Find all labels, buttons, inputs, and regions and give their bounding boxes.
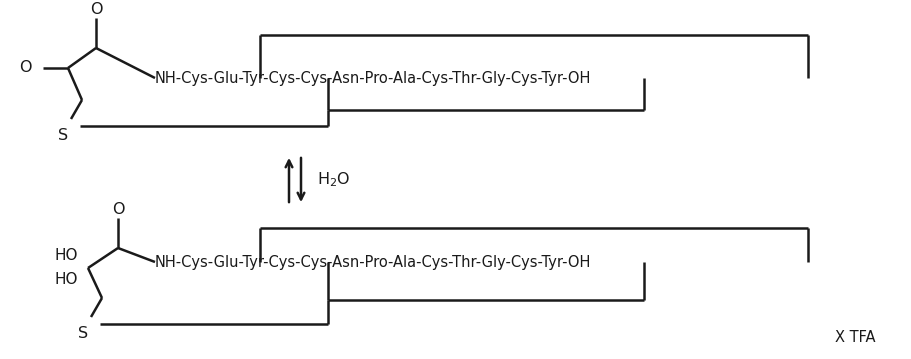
Text: O: O [19, 61, 32, 75]
Text: NH-Cys-Glu-Tyr-Cys-Cys-Asn-Pro-Ala-Cys-Thr-Gly-Cys-Tyr-OH: NH-Cys-Glu-Tyr-Cys-Cys-Asn-Pro-Ala-Cys-T… [155, 70, 590, 85]
Text: O: O [112, 202, 124, 218]
Text: S: S [58, 128, 68, 143]
Text: H$_2$O: H$_2$O [317, 171, 350, 189]
Text: S: S [77, 326, 88, 341]
Text: HO: HO [55, 272, 78, 288]
Text: NH-Cys-Glu-Tyr-Cys-Cys-Asn-Pro-Ala-Cys-Thr-Gly-Cys-Tyr-OH: NH-Cys-Glu-Tyr-Cys-Cys-Asn-Pro-Ala-Cys-T… [155, 255, 590, 270]
Text: X TFA: X TFA [834, 331, 875, 345]
Text: HO: HO [55, 248, 78, 264]
Text: O: O [89, 3, 102, 18]
